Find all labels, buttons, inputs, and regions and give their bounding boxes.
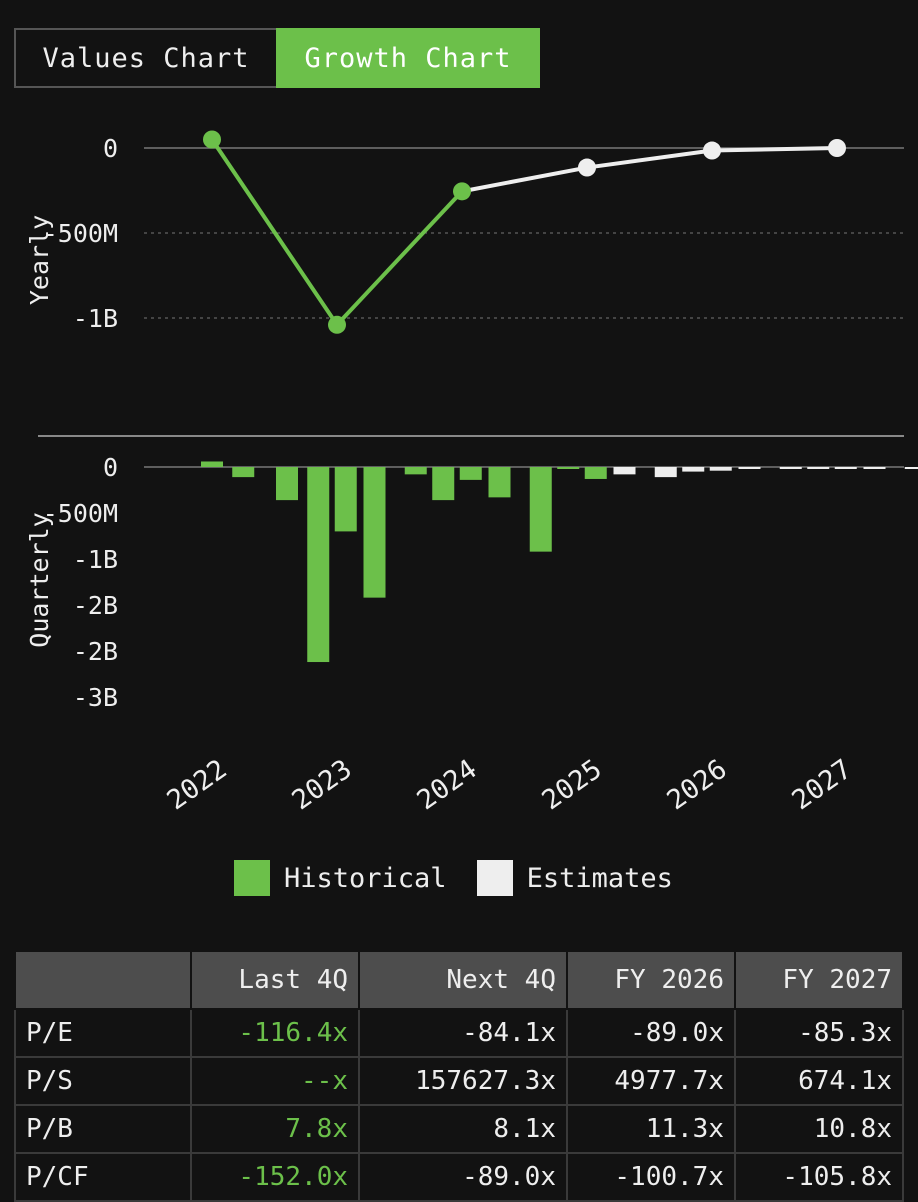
x-tick-label: 2025 [537, 754, 608, 817]
table-header-cell: FY 2026 [565, 950, 736, 1010]
legend-swatch-historical [234, 860, 270, 896]
row-label: P/B [14, 1104, 192, 1154]
legend-label-historical: Historical [284, 862, 447, 894]
quarterly-bar-historical [307, 467, 330, 663]
x-tick-label: 2023 [287, 754, 358, 817]
table-cell: 10.8x [733, 1104, 905, 1154]
table-cell: 8.1x [358, 1104, 568, 1154]
quarterly-bar-historical [459, 467, 482, 480]
quarterly-tick-label: -2B [73, 591, 118, 620]
quarterly-bar-historical [276, 467, 298, 501]
quarterly-bar-historical [584, 467, 607, 479]
quarterly-bar-historical [334, 467, 357, 532]
quarterly-bar-estimates [709, 467, 732, 471]
table-cell: 7.8x [190, 1104, 360, 1154]
table-row: P/S --x 157627.3x 4977.7x 674.1x [14, 1056, 905, 1106]
table-cell: -100.7x [565, 1152, 736, 1202]
quarterly-bar-estimates [779, 467, 802, 469]
x-tick-label: 2027 [787, 754, 858, 817]
legend-item-historical[interactable]: Historical [234, 860, 447, 896]
valuation-table: Last 4Q Next 4Q FY 2026 FY 2027 P/E -116… [14, 950, 905, 1202]
yearly-tick-label: 0 [103, 134, 118, 163]
table-cell: -89.0x [565, 1008, 736, 1058]
quarterly-tick-label: -3B [73, 683, 118, 712]
quarterly-bar-historical [201, 461, 223, 467]
historical-line [210, 138, 464, 328]
estimates-line [461, 146, 838, 194]
chart-legend: Historical Estimates [234, 860, 703, 896]
table-cell: 157627.3x [358, 1056, 568, 1106]
quarterly-tick-label: -2B [73, 637, 118, 666]
yearly-tick-label: -500M [43, 219, 118, 248]
growth-chart: 0 -500M -1B Yearly 0 -500M -1B -2B -2B -3B Quarter… [25, 130, 918, 817]
table-cell: -105.8x [733, 1152, 905, 1202]
quarterly-bar-historical [404, 467, 427, 475]
chart-tabs: Values Chart Growth Chart [14, 28, 540, 88]
quarterly-bar-estimates [904, 467, 918, 469]
table-cell: 4977.7x [565, 1056, 736, 1106]
row-label: P/S [14, 1056, 192, 1106]
historical-point [453, 182, 471, 201]
historical-point [328, 315, 346, 334]
estimates-point [703, 141, 721, 160]
quarterly-bar-estimates [738, 467, 761, 469]
table-cell: -152.0x [190, 1152, 360, 1202]
quarterly-axis-label: Quarterly [25, 512, 54, 647]
historical-point [203, 130, 221, 149]
row-label: P/E [14, 1008, 192, 1058]
table-header-row: Last 4Q Next 4Q FY 2026 FY 2027 [14, 950, 905, 1010]
quarterly-bar-historical [529, 467, 552, 552]
table-cell: 674.1x [733, 1056, 905, 1106]
quarterly-bar-estimates [834, 467, 857, 469]
table-row: P/CF -152.0x -89.0x -100.7x -105.8x [14, 1152, 905, 1202]
quarterly-bar-estimates [682, 467, 705, 472]
table-cell: -85.3x [733, 1008, 905, 1058]
table-cell: 11.3x [565, 1104, 736, 1154]
x-tick-label: 2024 [412, 754, 483, 817]
quarterly-bar-historical [488, 467, 511, 498]
quarterly-tick-label: -1B [73, 545, 118, 574]
quarterly-bar-historical [363, 467, 386, 598]
table-header-cell: FY 2027 [733, 950, 905, 1010]
legend-label-estimates: Estimates [526, 862, 673, 894]
table-cell: -116.4x [190, 1008, 360, 1058]
table-header-cell: Last 4Q [190, 950, 360, 1010]
quarterly-bar-historical [432, 467, 455, 501]
legend-swatch-estimates [476, 860, 513, 896]
table-cell: --x [190, 1056, 360, 1106]
quarterly-bar-historical [232, 467, 255, 478]
x-tick-label: 2026 [662, 754, 733, 817]
quarterly-bar-estimates [807, 467, 830, 469]
estimates-point [828, 139, 846, 157]
quarterly-tick-label: -500M [43, 499, 118, 528]
estimates-point [578, 158, 596, 177]
quarterly-tick-label: 0 [103, 453, 118, 482]
table-cell: -89.0x [358, 1152, 568, 1202]
table-row: P/E -116.4x -84.1x -89.0x -85.3x [14, 1008, 905, 1058]
legend-item-estimates[interactable]: Estimates [476, 860, 673, 896]
quarterly-bar-estimates [613, 467, 636, 475]
quarterly-bar-estimates [863, 467, 886, 469]
row-label: P/CF [14, 1152, 192, 1202]
yearly-axis-label: Yearly [25, 215, 54, 305]
quarterly-bar-estimates [654, 467, 677, 478]
yearly-tick-label: -1B [73, 304, 118, 333]
quarterly-bar-historical [557, 467, 580, 469]
table-header-cell: Next 4Q [358, 950, 568, 1010]
table-cell: -84.1x [358, 1008, 568, 1058]
tab-values-chart[interactable]: Values Chart [14, 28, 278, 88]
table-row: P/B 7.8x 8.1x 11.3x 10.8x [14, 1104, 905, 1154]
x-tick-label: 2022 [162, 754, 233, 817]
tab-growth-chart[interactable]: Growth Chart [276, 28, 540, 88]
table-header-cell [14, 950, 192, 1010]
